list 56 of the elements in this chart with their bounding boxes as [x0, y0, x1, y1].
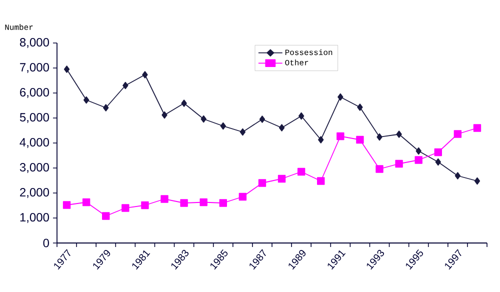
point: [435, 158, 441, 166]
point: [238, 192, 247, 201]
point: [219, 199, 227, 207]
point: [357, 104, 363, 111]
point: [336, 132, 344, 140]
point: [122, 204, 130, 212]
point: [474, 177, 480, 185]
y-tick-label: 3,000: [20, 163, 49, 173]
point: [259, 116, 266, 123]
point: [356, 136, 364, 144]
point: [298, 112, 304, 120]
point: [318, 136, 324, 144]
point: [103, 104, 109, 112]
point: [181, 100, 187, 107]
y-tick-label: 6,000: [20, 88, 49, 98]
point: [414, 156, 422, 164]
point: [180, 199, 188, 207]
point: [83, 96, 90, 104]
y-tick-label: 8,000: [20, 38, 49, 48]
legend-label: Other: [285, 59, 308, 66]
point: [473, 124, 482, 132]
point: [396, 130, 402, 138]
point: [240, 128, 246, 136]
point: [454, 172, 461, 180]
point: [278, 174, 286, 183]
point: [64, 66, 70, 73]
y-tick-label: 2,000: [20, 188, 49, 198]
point: [142, 71, 148, 78]
y-tick-label: 5,000: [20, 113, 49, 123]
point: [62, 201, 71, 209]
legend-label: Possession: [285, 49, 332, 56]
point: [102, 212, 110, 220]
point: [82, 198, 90, 206]
point: [160, 195, 168, 203]
point: [162, 111, 168, 119]
point: [220, 122, 226, 130]
point: [200, 115, 206, 123]
y-tick-label: 4,000: [20, 138, 49, 148]
point: [376, 133, 382, 141]
point: [434, 148, 442, 156]
y-tick-label: 1,000: [20, 213, 49, 223]
point: [338, 93, 344, 101]
point: [317, 177, 325, 185]
point: [278, 124, 285, 132]
y-axis-title: Number: [5, 24, 33, 30]
point: [122, 82, 128, 90]
point: [258, 179, 266, 187]
y-tick-label: 7,000: [20, 63, 49, 73]
point: [416, 147, 422, 155]
point: [297, 168, 306, 176]
point: [141, 201, 149, 210]
point: [376, 165, 384, 173]
point: [395, 160, 403, 168]
point: [200, 198, 208, 206]
point: [454, 130, 462, 138]
y-tick-label: 0: [43, 238, 50, 248]
